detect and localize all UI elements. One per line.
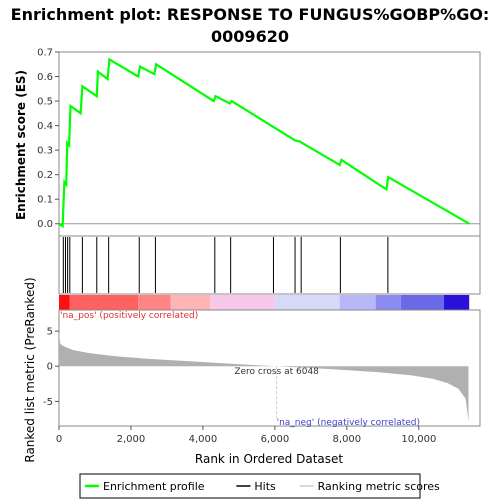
es-y-ticks: 0.0 0.1 0.2 0.3 0.4 0.5 0.6 0.7: [37, 48, 59, 230]
es-y-tick-label: 0.4: [37, 121, 53, 132]
metric-y-axis-label: Ranked list metric (PreRanked): [23, 277, 37, 462]
pos-correlated-label: 'na_pos' (positively correlated): [60, 311, 198, 321]
es-y-tick-label: 0.1: [37, 195, 53, 206]
es-y-tick-label: 0.5: [37, 97, 53, 108]
metric-y-tick-label: 0: [47, 362, 53, 373]
es-y-tick-label: 0.3: [37, 146, 53, 157]
legend: Enrichment profile Hits Ranking metric sco…: [85, 480, 440, 493]
hit-markers: [62, 237, 389, 293]
colorbar-segment: [210, 295, 275, 310]
enrichment-profile-line: [58, 57, 470, 229]
x-tick-label: 4,000: [189, 434, 218, 445]
colorbar-segment: [400, 295, 445, 310]
colorbar-segment: [274, 295, 340, 310]
x-axis-label: Rank in Ordered Dataset: [195, 452, 343, 466]
legend-label: Enrichment profile: [103, 480, 205, 493]
x-tick-label: 6,000: [261, 434, 290, 445]
hits-panel: [58, 235, 481, 295]
x-tick-label: 0: [56, 434, 62, 445]
colorbar-segment: [138, 295, 171, 310]
colorbar-segment: [69, 295, 139, 310]
neg-correlated-label: 'na_neg' (negatively correlated): [277, 418, 420, 428]
legend-label: Hits: [254, 480, 276, 493]
es-y-tick-label: 0.0: [37, 219, 53, 230]
x-tick-label: 2,000: [117, 434, 146, 445]
es-y-tick-label: 0.2: [37, 170, 53, 181]
colorbar-segment: [339, 295, 376, 310]
colorbar-segment: [59, 295, 70, 310]
metric-y-tick-label: -5: [43, 397, 53, 408]
colorbar-segment: [375, 295, 401, 310]
es-y-tick-label: 0.7: [37, 48, 53, 59]
x-axis-ticks: 0 2,000 4,000 6,000 8,000 10,000: [56, 426, 436, 445]
x-tick-label: 10,000: [401, 434, 436, 445]
chart-title-line2: 0009620: [211, 27, 289, 46]
zero-cross-label: Zero cross at 6048: [234, 367, 319, 377]
metric-y-ticks: 5 0 -5: [43, 327, 59, 408]
chart-title-line1: Enrichment plot: RESPONSE TO FUNGUS%GOBP…: [11, 5, 490, 24]
legend-label: Ranking metric scores: [318, 480, 440, 493]
colorbar-segment: [170, 295, 211, 310]
colorbar-segment: [444, 295, 470, 310]
ranking-colorbar: [59, 295, 470, 310]
es-y-tick-label: 0.6: [37, 72, 53, 83]
es-y-axis-label: Enrichment score (ES): [14, 70, 28, 220]
metric-y-tick-label: 5: [47, 327, 53, 338]
es-panel: [58, 51, 481, 237]
x-tick-label: 8,000: [333, 434, 362, 445]
